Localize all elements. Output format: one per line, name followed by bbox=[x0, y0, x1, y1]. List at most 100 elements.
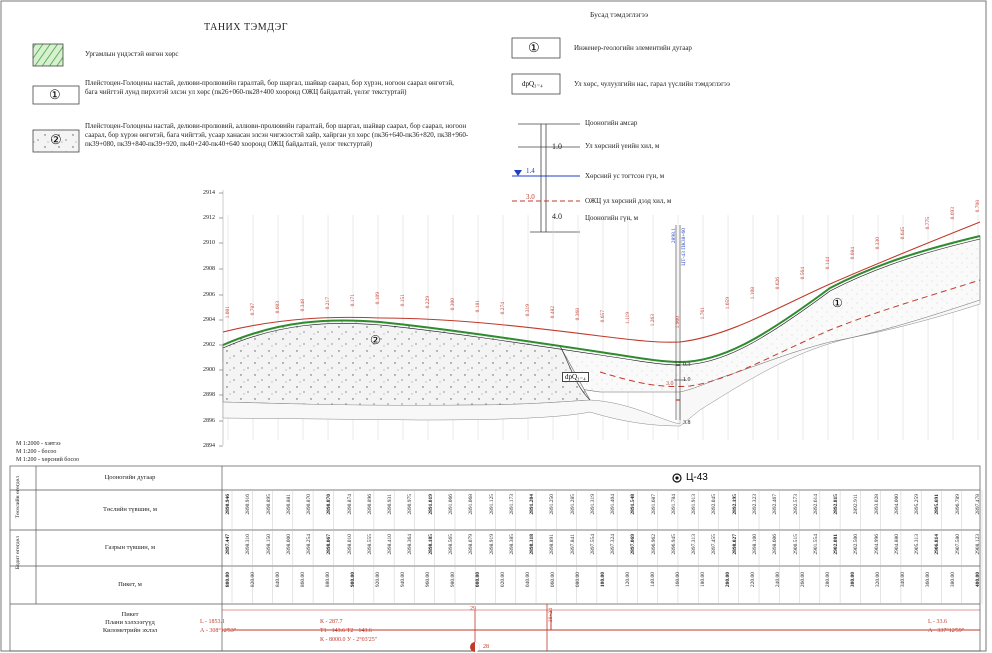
profile-top-value: 1.761 bbox=[700, 306, 706, 320]
ground-elevation-value: 2898.079 bbox=[468, 534, 475, 555]
table-group-actual: Бодит өгөгдөл bbox=[15, 536, 21, 570]
design-elevation-value: 2890.931 bbox=[387, 494, 394, 515]
ground-elevation-value: 2898.000 bbox=[285, 534, 292, 555]
ground-elevation-value: 2898.891 bbox=[549, 534, 556, 555]
elev-label: 2904 bbox=[203, 317, 215, 323]
profile-top-value: 0.151 bbox=[400, 293, 406, 307]
picket-value: 400.00 bbox=[975, 572, 981, 588]
design-elevation-value: 2891.019 bbox=[427, 494, 434, 515]
design-elevation-value: 2892.045 bbox=[711, 494, 718, 515]
design-elevation-value: 2891.066 bbox=[447, 494, 454, 515]
profile-top-value: 1.108 bbox=[750, 286, 756, 300]
picket-value: 200.00 bbox=[725, 572, 731, 588]
ground-elevation-value: 2898.067 bbox=[326, 534, 333, 555]
profile-top-value: 0.217 bbox=[325, 296, 331, 309]
profile-top-value: 0.274 bbox=[500, 301, 506, 315]
profile-top-value: 0.482 bbox=[550, 305, 556, 319]
bh-legend-water-value: 1.4 bbox=[526, 167, 535, 175]
row-header-design-elev: Төслийн түвшин, м bbox=[103, 506, 157, 513]
ground-elevation-value: 2898.254 bbox=[306, 534, 313, 555]
scale-vertical: М 1:200 - босоо bbox=[16, 449, 57, 455]
borehole-legend-graphic bbox=[512, 123, 580, 233]
design-elevation-value: 2895.259 bbox=[914, 494, 921, 515]
profile-top-value: 0.775 bbox=[925, 216, 931, 230]
profile-top-value: 1.263 bbox=[650, 313, 656, 327]
design-elevation-value: 2891.173 bbox=[508, 494, 515, 515]
design-grade-line bbox=[222, 221, 981, 343]
ground-elevation-value: 2901.554 bbox=[812, 534, 819, 555]
plan-curve-label: К - 287.7 Т1 - 143.6 Т2 - 143.6 К - 8000… bbox=[320, 619, 378, 643]
profile-top-value: 0.348 bbox=[300, 298, 306, 312]
design-elevation-value: 2890.870 bbox=[306, 494, 313, 515]
bh-legend-top: Цооногийн амсар bbox=[585, 119, 638, 127]
design-elevation-value: 2892.614 bbox=[812, 494, 819, 515]
ground-elevation-value: 2902.081 bbox=[833, 534, 840, 555]
design-elevation-value: 2891.548 bbox=[630, 494, 637, 515]
design-elevation-value: 2892.911 bbox=[853, 494, 860, 515]
legend-layer2-text: Плейстоцен-Голоцены настай, делюви-пролю… bbox=[85, 122, 469, 148]
design-elevation-value: 2891.913 bbox=[691, 494, 698, 515]
picket-value: 860.00 bbox=[300, 572, 306, 588]
table-column-lines bbox=[231, 490, 983, 604]
picket-value: 360.00 bbox=[925, 572, 931, 588]
profile-top-value: 1.001 bbox=[225, 305, 231, 318]
elev-label: 2902 bbox=[203, 342, 215, 348]
layer1-marker: ① bbox=[832, 296, 843, 310]
picket-value: 040.00 bbox=[525, 572, 531, 588]
scale-horizontal: М 1:2000 - хэвтээ bbox=[16, 441, 61, 447]
bh-legend-layer-text: Ул хөрсний үеийн хил, м bbox=[585, 142, 660, 150]
plan-picket-29: 29 bbox=[470, 606, 476, 612]
ground-elevation-value: 2898.100 bbox=[752, 534, 759, 555]
ground-elevation-value: 2908.123 bbox=[975, 534, 981, 555]
ground-elevation-value: 2898.310 bbox=[245, 534, 252, 555]
picket-value: 960.00 bbox=[425, 572, 431, 588]
profile-top-value: 0.181 bbox=[475, 299, 481, 313]
plan-station-label: 38+24 bbox=[548, 608, 554, 623]
design-elevation-value: 2893.028 bbox=[873, 494, 880, 515]
picket-value: 220.00 bbox=[750, 572, 756, 588]
other-legend-age-symbol: dpQ₃₋₄ bbox=[522, 80, 543, 88]
ground-elevation-value: 2898.919 bbox=[488, 534, 495, 555]
design-elevation-value: 2897.478 bbox=[975, 494, 981, 515]
elev-label: 2900 bbox=[203, 367, 215, 373]
profile-top-value: 0.229 bbox=[425, 295, 431, 309]
dpq-marker: dpQ₃₋₄ bbox=[562, 372, 589, 382]
elev-label: 2910 bbox=[203, 240, 215, 246]
design-elevation-value: 2890.881 bbox=[285, 494, 292, 515]
profile-top-value: 0.645 bbox=[900, 226, 906, 240]
legend-layer1-swatch bbox=[32, 85, 80, 105]
picket-value: 240.00 bbox=[775, 572, 781, 588]
ground-elevation-value: 2896.962 bbox=[650, 534, 657, 555]
ground-elevation-value: 2907.580 bbox=[954, 534, 961, 555]
plan-left-label: L - 1853.1 А - 308°12'53" bbox=[200, 619, 237, 634]
legend-element-number-swatch bbox=[511, 37, 561, 59]
bh-label-d: 3.8 bbox=[683, 420, 691, 426]
ground-elevation-value: 2898.364 bbox=[407, 534, 414, 555]
picket-value: 120.00 bbox=[625, 572, 631, 588]
row-header-ground-elev: Газрын түвшин, м bbox=[104, 544, 156, 551]
profile-top-value: 1.900 bbox=[675, 315, 681, 329]
design-elevation-value: 2892.815 bbox=[833, 494, 840, 515]
picket-value: 840.00 bbox=[275, 572, 281, 588]
profile-top-value: 0.603 bbox=[275, 301, 281, 314]
ground-elevation-value: 2898.010 bbox=[346, 534, 353, 555]
bh-legend-layer-value: 1.0 bbox=[552, 142, 562, 151]
profile-top-value: 0.564 bbox=[800, 266, 806, 280]
design-elevation-value: 2892.195 bbox=[731, 494, 738, 515]
picket-value: 300.00 bbox=[850, 572, 856, 588]
legend-title: ТАНИХ ТЭМДЭГ bbox=[204, 22, 289, 33]
ground-elevation-value: 2906.814 bbox=[934, 534, 941, 555]
ground-elevation-value: 2898.565 bbox=[447, 534, 454, 555]
plan-right-label: L - 33.6 А - 337°12'59" bbox=[928, 619, 965, 634]
profile-top-value: 0.171 bbox=[350, 294, 356, 307]
profile-top-value: 0.109 bbox=[375, 292, 381, 305]
picket-value: 320.00 bbox=[875, 572, 881, 588]
borehole-ct43 bbox=[674, 225, 686, 420]
profile-top-value: 0.330 bbox=[875, 236, 881, 250]
ground-elevation-value: 2898.185 bbox=[427, 534, 434, 555]
design-elevation-value: 2890.916 bbox=[245, 494, 252, 515]
picket-value: 280.00 bbox=[825, 572, 831, 588]
picket-value: 800.00 bbox=[225, 572, 231, 588]
profile-top-value: 0.368 bbox=[575, 307, 581, 321]
scale-soil-vertical: М 1:200 - хөрсний босоо bbox=[16, 457, 80, 463]
